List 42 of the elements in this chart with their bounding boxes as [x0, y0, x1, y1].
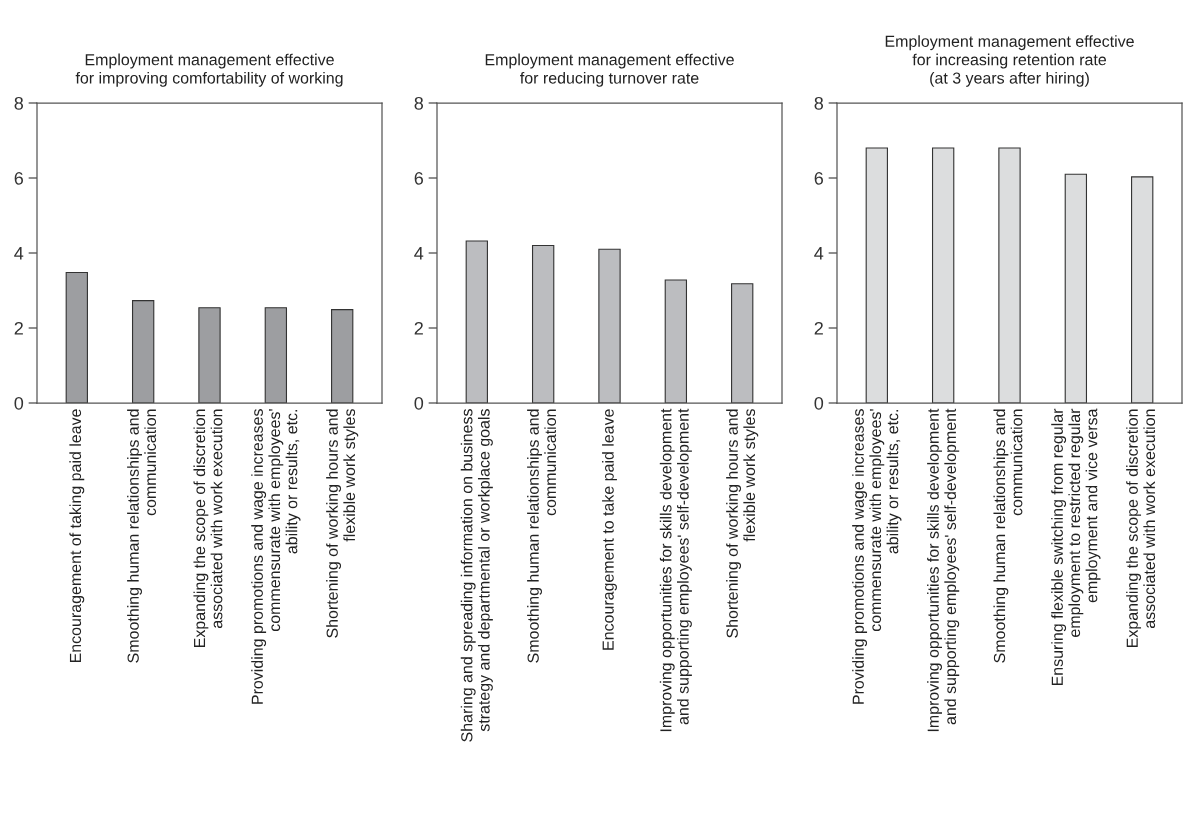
bar — [998, 147, 1021, 403]
y-tick-label: 8 — [14, 96, 24, 110]
y-tick-label: 0 — [814, 396, 824, 410]
y-tick-label: 2 — [14, 321, 23, 335]
x-tick-label: Providing promotions and wage increases commensurate with employees' ability or results, etc. — [251, 409, 301, 704]
bar — [931, 147, 955, 403]
bar — [664, 279, 688, 403]
x-tick-label: Improving opportunities for skills development and supporting employees' self-development — [659, 408, 692, 732]
x-tick-label: Encouragement of taking paid leave — [69, 409, 85, 663]
y-tick-label: 0 — [14, 396, 24, 410]
bar — [731, 283, 754, 403]
x-tick-label: Smoothing human relationships and communication — [993, 409, 1023, 663]
y-tick-label: 6 — [814, 171, 824, 185]
y-tick-label: 4 — [814, 247, 824, 260]
bar — [531, 244, 555, 403]
chart-title: Employment management effective for improving comfortability of working — [75, 53, 343, 87]
x-tick-label: Shortening of working hours and flexible work styles — [726, 409, 759, 638]
x-tick-label: Expanding the scope of discretion associated with work execution — [193, 409, 223, 647]
y-tick-label: 8 — [814, 96, 824, 110]
bar — [465, 240, 488, 403]
bar — [1131, 176, 1154, 403]
x-tick-label: Ensuring flexible switching from regular employment to restricted regular employment and vice versa — [1051, 408, 1101, 686]
x-tick-label: Encouragement to take paid leave — [602, 409, 617, 650]
bar — [865, 147, 888, 403]
bar — [1064, 173, 1088, 403]
y-tick-label: 2 — [814, 321, 823, 335]
x-tick-label: Expanding the scope of discretion associated with work execution — [1126, 409, 1156, 647]
x-tick-label: Sharing and spreading information on business strategy and departmental or workplace goals — [460, 409, 493, 742]
x-tick-label: Providing promotions and wage increases commensurate with employees' ability or results, etc. — [852, 409, 902, 704]
chart-title: Employment management effective for increasing retention rate (at 3 years after hiring) — [885, 35, 1134, 87]
y-tick-label: 6 — [14, 171, 24, 185]
y-tick-label: 4 — [414, 247, 424, 260]
bar — [598, 248, 621, 403]
y-tick-label: 8 — [414, 96, 424, 110]
y-tick-label: 4 — [14, 247, 24, 260]
y-tick-label: 2 — [414, 321, 423, 335]
y-tick-label: 6 — [414, 171, 424, 185]
y-tick-label: 0 — [414, 396, 424, 410]
x-tick-label: Smoothing human relationships and communication — [127, 409, 157, 663]
chart-title: Employment management effective for reducing turnover rate — [485, 53, 734, 87]
x-tick-label: Shortening of working hours and flexible work styles — [326, 409, 359, 638]
x-tick-label: Smoothing human relationships and communication — [527, 409, 557, 663]
